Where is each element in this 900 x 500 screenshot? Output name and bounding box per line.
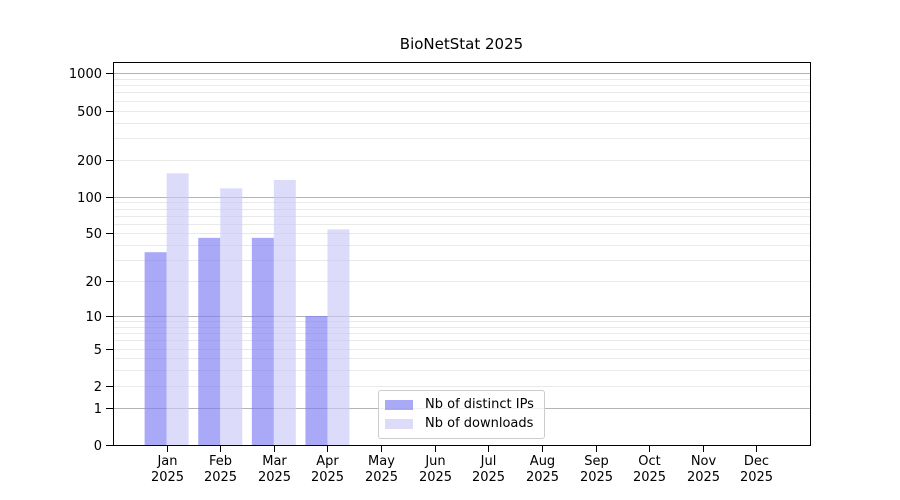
y-tick-label: 10 [85,310,102,325]
x-tick-label-year: 2025 [580,470,613,485]
legend-label-downloads: Nb of downloads [425,416,534,431]
y-tick-label: 50 [85,227,102,242]
x-tick-label-month: Jan [156,454,177,469]
x-tick-label-month: Mar [262,454,287,469]
legend-item-distinct-ips: Nb of distinct IPs [385,395,536,414]
y-tick-label: 2 [94,380,102,395]
y-tick-label: 5 [94,343,102,358]
x-tick-label-year: 2025 [633,470,666,485]
y-tick-label: 1 [94,402,102,417]
legend-item-downloads: Nb of downloads [385,414,536,433]
bar-distinct-ips [198,237,221,445]
x-tick-label-month: Nov [691,454,717,469]
bar-downloads [327,229,350,445]
chart-title: BioNetStat 2025 [399,35,524,53]
x-tick-label-year: 2025 [204,470,237,485]
x-tick-label-month: Feb [209,454,232,469]
plot-border [113,62,811,446]
bar-distinct-ips [251,237,274,445]
x-tick-label-year: 2025 [687,470,720,485]
legend: Nb of distinct IPs Nb of downloads [378,390,545,439]
x-tick-label-month: Jul [480,454,497,469]
x-tick-label-month: Aug [530,454,555,469]
bar-downloads [273,179,296,445]
legend-label-distinct-ips: Nb of distinct IPs [425,397,534,412]
x-tick-label-month: Jun [424,454,445,469]
x-tick-label-year: 2025 [472,470,505,485]
y-tick-label: 1000 [69,67,102,82]
x-tick-label-month: Sep [584,454,609,469]
legend-swatch-downloads-icon [385,418,413,429]
y-tick-label: 500 [77,105,102,120]
x-tick-label-month: May [368,454,395,469]
x-tick-label-month: Oct [638,454,660,469]
bar-distinct-ips [305,315,328,445]
y-tick-label: 0 [94,439,102,454]
x-tick-label-month: Apr [316,454,339,469]
y-tick-label: 100 [77,191,102,206]
x-tick-label-month: Dec [744,454,769,469]
bar-downloads [220,188,243,445]
x-tick-label-year: 2025 [740,470,773,485]
x-tick-label-year: 2025 [311,470,344,485]
y-tick-label: 200 [77,154,102,169]
y-tick-label: 20 [85,275,102,290]
bar-distinct-ips [144,252,167,445]
legend-swatch-distinct-ips-icon [385,399,413,410]
x-tick-label-year: 2025 [365,470,398,485]
x-tick-label-year: 2025 [151,470,184,485]
x-tick-label-year: 2025 [258,470,291,485]
bar-downloads [166,173,189,445]
x-tick-label-year: 2025 [526,470,559,485]
x-tick-label-year: 2025 [419,470,452,485]
